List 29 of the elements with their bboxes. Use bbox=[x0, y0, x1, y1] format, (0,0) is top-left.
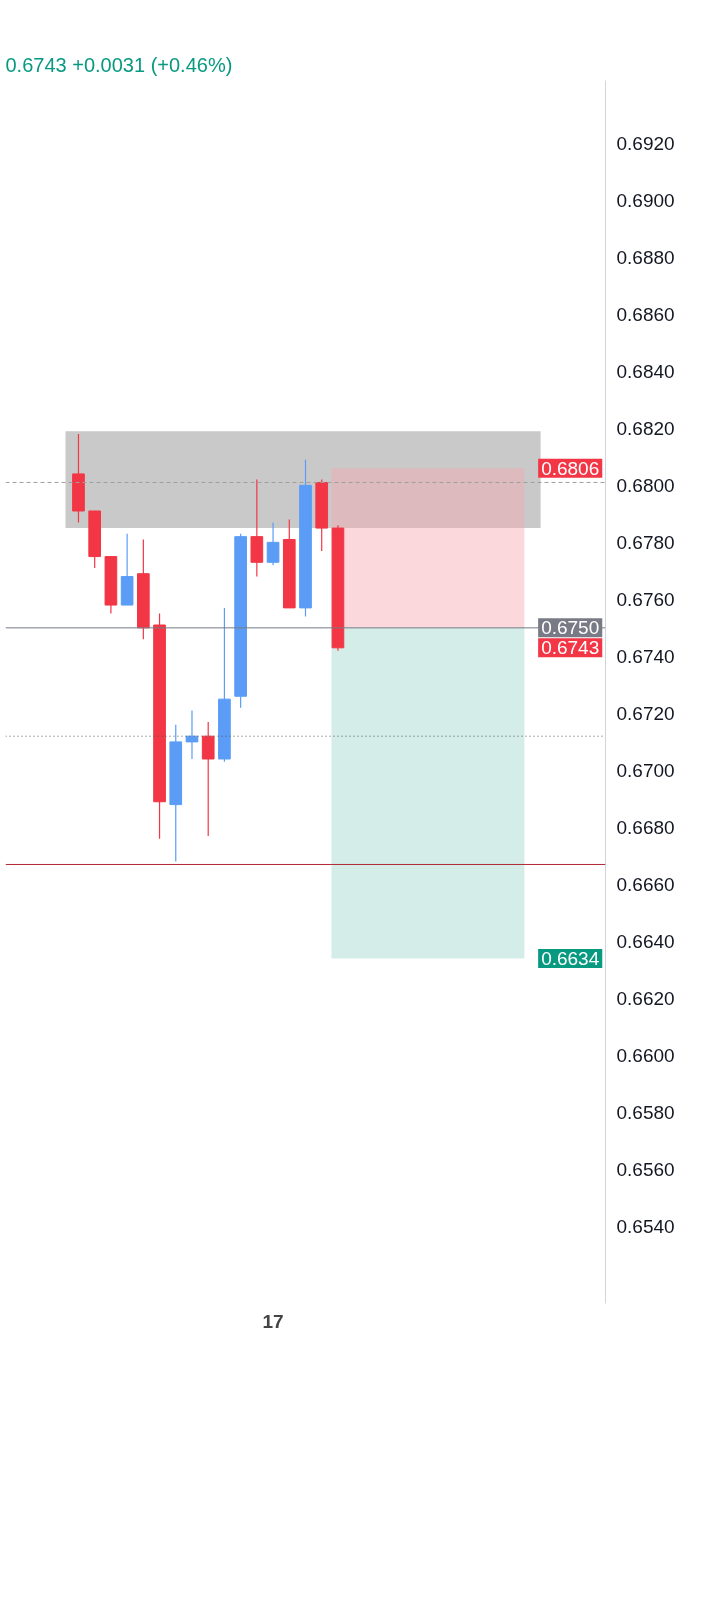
chart-subtitle: 0.6743 +0.0031 (+0.46%) bbox=[5, 53, 233, 76]
candlestick bbox=[201, 721, 215, 837]
candlestick bbox=[266, 521, 280, 566]
y-tick-label: 0.6540 bbox=[616, 1216, 675, 1238]
y-tick-label: 0.6880 bbox=[616, 246, 675, 268]
y-tick-label: 0.6620 bbox=[616, 987, 675, 1009]
y-tick-label: 0.6800 bbox=[616, 474, 675, 496]
y-tick-label: 0.6680 bbox=[616, 816, 675, 838]
y-tick-label: 0.6740 bbox=[616, 645, 675, 667]
band-label: 0.6806 bbox=[541, 457, 600, 479]
y-tick-label: 0.6700 bbox=[616, 759, 675, 781]
y-tick-label: 0.6660 bbox=[616, 873, 675, 895]
y-tick-label: 0.6840 bbox=[616, 360, 675, 382]
y-tick-label: 0.6640 bbox=[616, 930, 675, 952]
y-tick-label: 0.6720 bbox=[616, 702, 675, 724]
y-tick-label: 0.6900 bbox=[616, 189, 675, 211]
y-tick-label: 0.6780 bbox=[616, 531, 675, 553]
y-tick-label: 0.6560 bbox=[616, 1159, 675, 1181]
ref-line-label: 0.6750 bbox=[541, 617, 600, 639]
y-tick-label: 0.6580 bbox=[616, 1102, 675, 1123]
y-tick-label: 0.6600 bbox=[616, 1044, 675, 1066]
y-tick-label: 0.6920 bbox=[616, 132, 675, 154]
y-tick-label: 0.6760 bbox=[616, 588, 675, 610]
band-label: 0.6634 bbox=[541, 948, 600, 970]
y-tick-label: 0.6820 bbox=[616, 417, 675, 439]
x-tick-label: 17 bbox=[262, 1310, 284, 1332]
annotation: 0.6743 bbox=[541, 637, 600, 659]
candlestick bbox=[185, 709, 199, 760]
y-tick-label: 0.6860 bbox=[616, 303, 675, 325]
